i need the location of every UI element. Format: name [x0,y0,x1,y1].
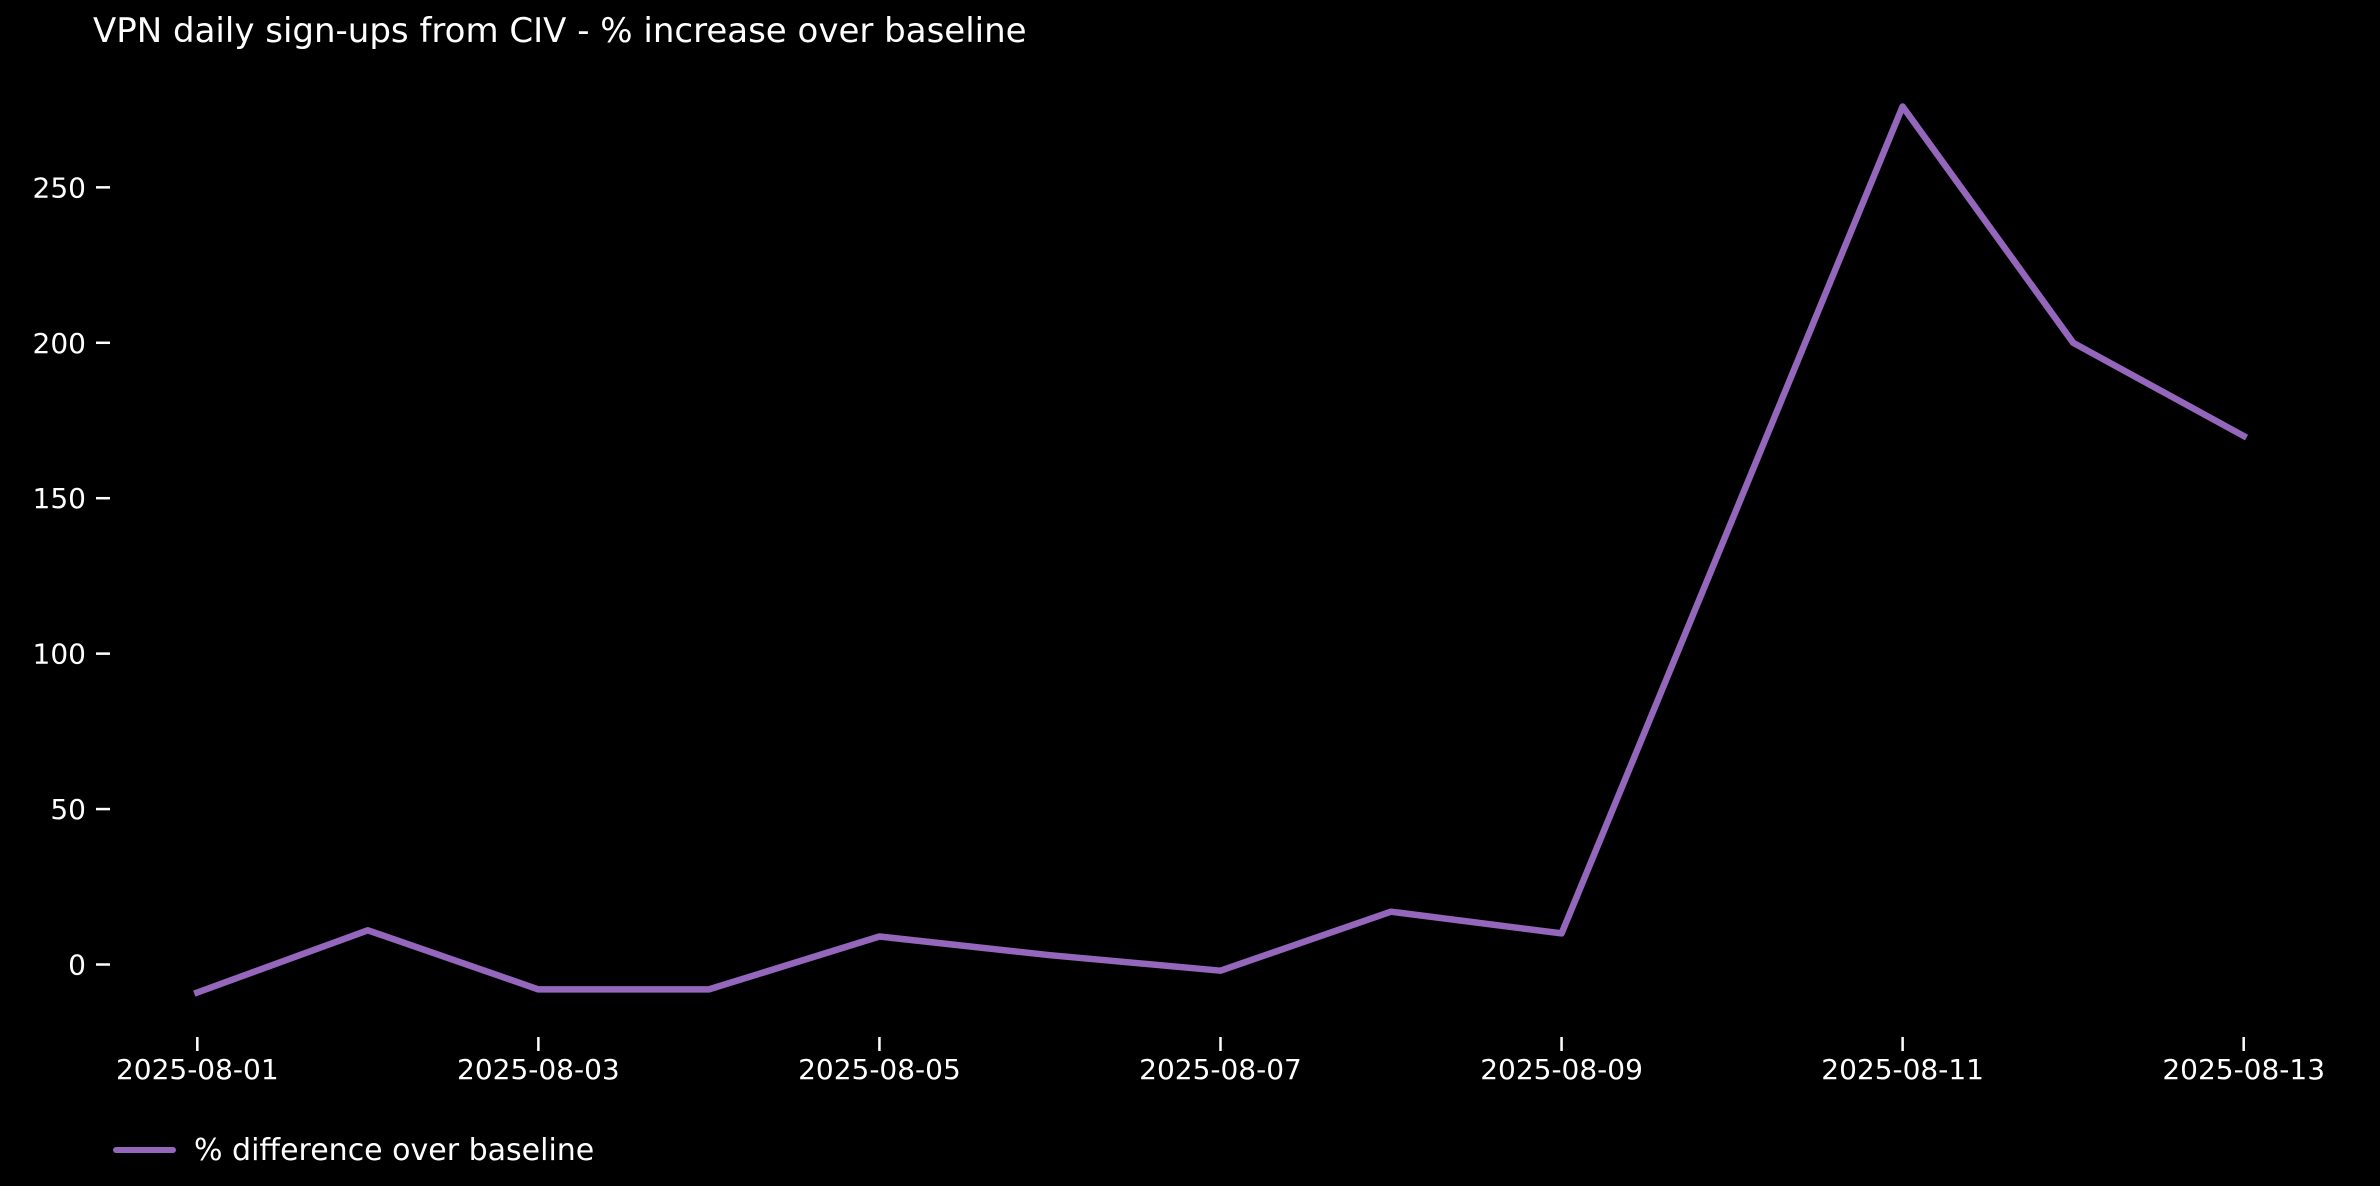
data-line [193,103,2249,997]
x-tick-label: 2025-08-09 [1480,1053,1643,1086]
y-tick-label: 250 [33,171,86,204]
x-tick-label: 2025-08-01 [116,1053,279,1086]
y-tick-label: 50 [50,793,86,826]
legend: % difference over baseline [113,1126,594,1174]
x-tick-label: 2025-08-11 [1821,1053,1984,1086]
x-tick-label: 2025-08-07 [1139,1053,1302,1086]
x-tick-label: 2025-08-05 [798,1053,961,1086]
legend-line-swatch [113,1147,176,1153]
x-tick-label: 2025-08-13 [2162,1053,2325,1086]
legend-label: % difference over baseline [194,1132,595,1168]
chart-title: VPN daily sign-ups from CIV - % increase… [93,11,1027,51]
x-tick-label: 2025-08-03 [457,1053,620,1086]
y-tick-label: 150 [33,482,86,515]
y-tick-label: 0 [68,949,86,982]
y-tick-label: 200 [33,327,86,360]
y-tick-label: 100 [33,638,86,671]
